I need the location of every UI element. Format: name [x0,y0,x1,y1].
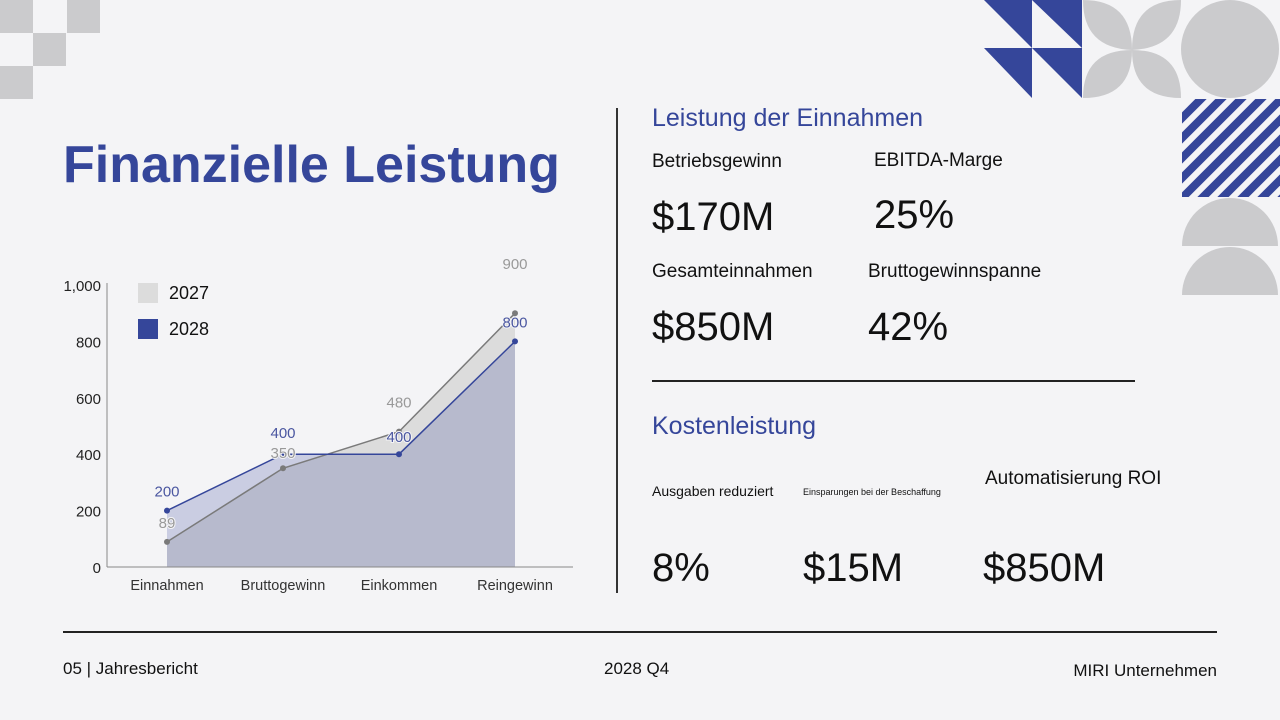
decor-square [0,0,33,33]
cost-heading: Kostenleistung [652,412,817,440]
metric-value: $170M [652,195,775,239]
metric-label: Gesamteinnahmen [652,261,813,282]
area-chart: 0 200 400 600 800 1,000 89 350 480 900 200 400 400 80… [63,255,573,594]
line-2027 [166,312,516,543]
point-2028 [280,451,286,458]
point-2028 [164,507,170,514]
metric-label: Bruttogewinnspanne [868,261,1042,282]
decor-square [0,66,33,99]
data-label-2027: 89 [159,515,176,532]
line-2028 [166,340,516,512]
data-label-2027: 480 [386,395,411,412]
metric-label: Einsparungen bei der Beschaffung [803,487,941,497]
decor-square [33,33,66,66]
revenue-heading: Leistung der Einnahmen [652,104,924,132]
y-tick-label: 600 [76,391,101,408]
legend-label: 2027 [169,283,209,303]
metric-label: Automatisierung ROI [985,468,1162,489]
footer-divider [63,631,1217,633]
legend-label: 2028 [169,319,209,339]
page-title: Finanzielle Leistung [63,136,560,194]
y-tick-label: 400 [76,447,101,464]
y-tick-label: 800 [76,334,101,351]
area-2027 [167,313,515,567]
footer-right: MIRI Unternehmen [1073,661,1217,680]
data-label-2028: 400 [386,429,411,446]
metric-value: $850M [652,305,775,349]
data-label-2027: 350 [270,445,295,462]
point-2027 [396,428,402,435]
metric-value: $850M [983,546,1106,590]
data-label-2028: 400 [270,425,295,442]
point-2027 [280,465,286,472]
legend-swatch-2027 [138,283,158,303]
decor-square [67,0,100,33]
section-divider [652,380,1135,382]
decor-shapes [984,0,1280,295]
y-tick-label: 0 [93,560,101,577]
point-2027 [164,538,170,545]
point-2028 [512,338,518,345]
data-label-2027: 900 [502,256,527,273]
metric-label: Betriebsgewinn [652,151,782,172]
metric-value: 42% [868,305,949,349]
y-tick-label: 200 [76,504,101,521]
data-label-2028: 800 [502,314,527,331]
footer-center: 2028 Q4 [604,659,670,678]
x-tick-label: Einkommen [361,578,438,594]
point-2028 [396,451,402,458]
point-2027 [512,310,518,317]
legend-swatch-2028 [138,319,158,339]
footer-left: 05 | Jahresbericht [63,659,198,678]
metric-value: $15M [803,546,904,590]
x-tick-label: Reingewinn [477,578,553,594]
x-tick-label: Bruttogewinn [241,578,326,594]
metric-value: 8% [652,546,710,590]
metric-label: Ausgaben reduziert [652,483,774,499]
x-tick-label: Einnahmen [130,578,203,594]
metric-value: 25% [874,193,955,237]
metric-label: EBITDA-Marge [874,150,1003,171]
data-label-2028: 200 [154,484,179,501]
y-tick-label: 1,000 [63,278,101,295]
vertical-divider [616,108,618,593]
